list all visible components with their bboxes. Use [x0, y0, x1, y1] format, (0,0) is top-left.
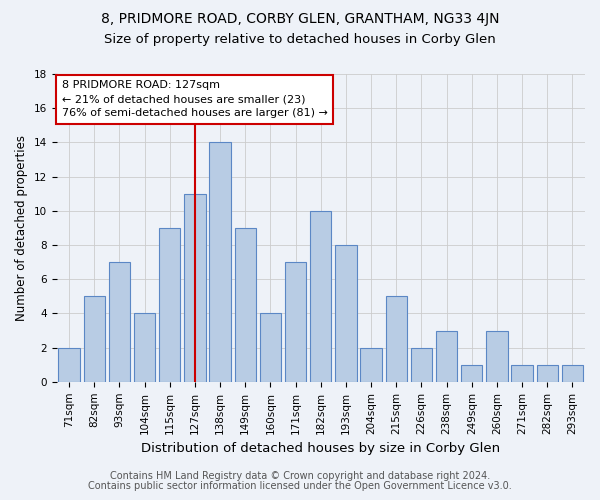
Bar [335, 245, 356, 382]
Bar [436, 330, 457, 382]
Bar [184, 194, 206, 382]
Bar [109, 262, 130, 382]
Text: 8, PRIDMORE ROAD, CORBY GLEN, GRANTHAM, NG33 4JN: 8, PRIDMORE ROAD, CORBY GLEN, GRANTHAM, … [101, 12, 499, 26]
Bar [159, 228, 181, 382]
Bar [285, 262, 306, 382]
Bar [310, 211, 331, 382]
Bar [486, 330, 508, 382]
Bar [461, 364, 482, 382]
Bar [83, 296, 105, 382]
Y-axis label: Number of detached properties: Number of detached properties [15, 135, 28, 321]
Text: 8 PRIDMORE ROAD: 127sqm
← 21% of detached houses are smaller (23)
76% of semi-de: 8 PRIDMORE ROAD: 127sqm ← 21% of detache… [62, 80, 328, 118]
Text: Size of property relative to detached houses in Corby Glen: Size of property relative to detached ho… [104, 32, 496, 46]
Bar [361, 348, 382, 382]
Bar [260, 314, 281, 382]
Bar [386, 296, 407, 382]
Bar [511, 364, 533, 382]
X-axis label: Distribution of detached houses by size in Corby Glen: Distribution of detached houses by size … [141, 442, 500, 455]
Bar [411, 348, 432, 382]
Bar [58, 348, 80, 382]
Bar [134, 314, 155, 382]
Bar [235, 228, 256, 382]
Text: Contains public sector information licensed under the Open Government Licence v3: Contains public sector information licen… [88, 481, 512, 491]
Text: Contains HM Land Registry data © Crown copyright and database right 2024.: Contains HM Land Registry data © Crown c… [110, 471, 490, 481]
Bar [562, 364, 583, 382]
Bar [209, 142, 231, 382]
Bar [536, 364, 558, 382]
